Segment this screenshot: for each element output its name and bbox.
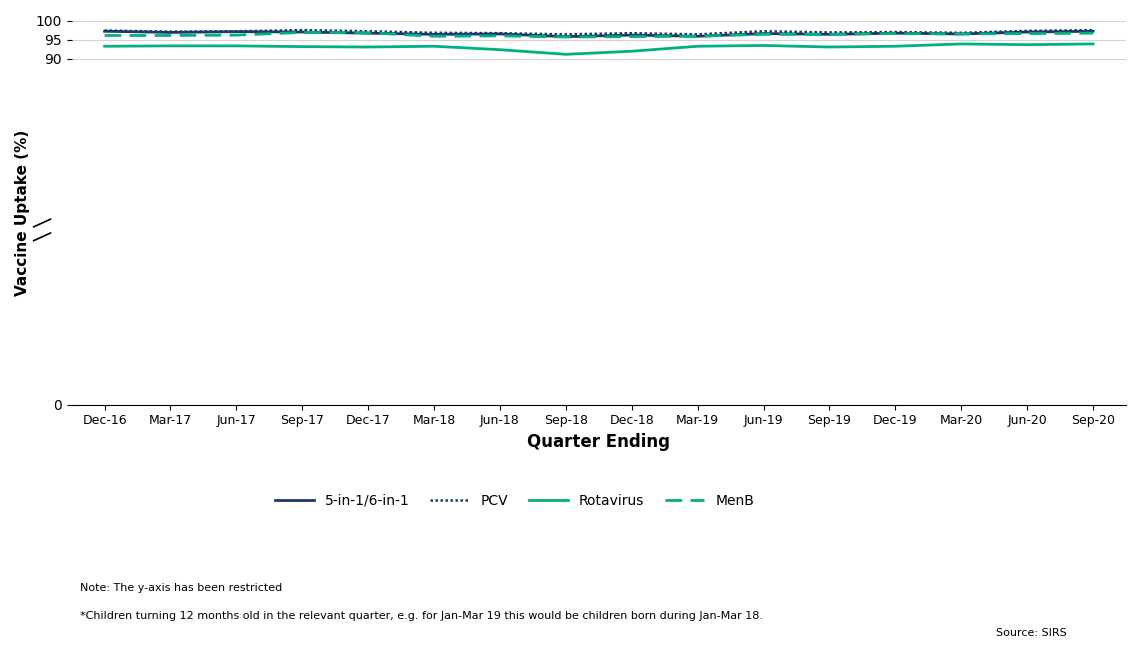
Text: *Children turning 12 months old in the relevant quarter, e.g. for Jan-Mar 19 thi: *Children turning 12 months old in the r… — [80, 611, 763, 621]
Legend: 5-in-1/6-in-1, PCV, Rotavirus, MenB: 5-in-1/6-in-1, PCV, Rotavirus, MenB — [269, 488, 760, 513]
Y-axis label: Vaccine Uptake (%): Vaccine Uptake (%) — [15, 129, 30, 296]
Text: Source: SIRS: Source: SIRS — [996, 629, 1067, 638]
FancyBboxPatch shape — [30, 219, 63, 241]
X-axis label: Quarter Ending: Quarter Ending — [527, 433, 670, 451]
Text: Note: The y-axis has been restricted: Note: The y-axis has been restricted — [80, 583, 282, 593]
